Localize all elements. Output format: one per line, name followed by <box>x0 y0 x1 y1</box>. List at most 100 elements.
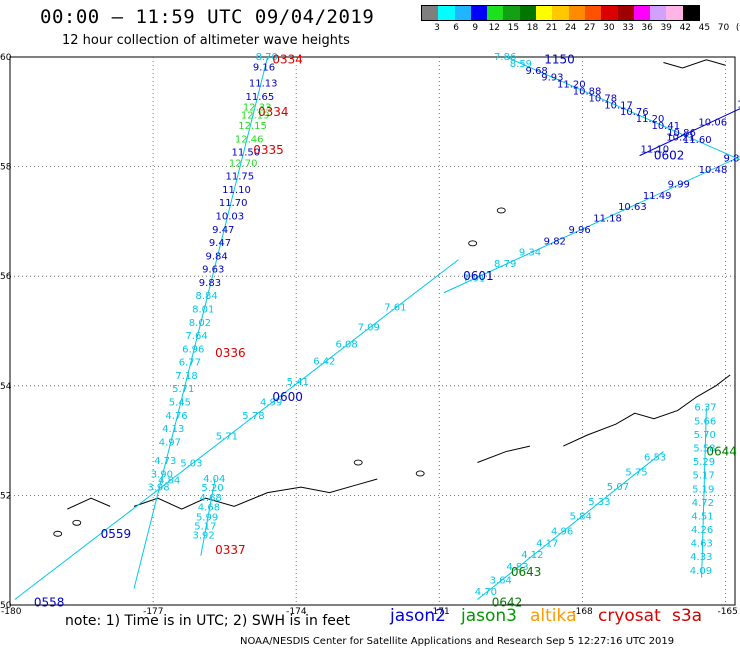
mission-legend-s3a: s3a <box>672 606 703 626</box>
wave-height-label: 10.17 <box>604 100 633 111</box>
wave-height-label: 11.75 <box>226 172 255 183</box>
color-scale-bar <box>421 5 701 21</box>
mission-legend-jason2: jason2 <box>390 606 446 626</box>
page-title: 00:00 – 11:59 UTC 09/04/2019 <box>40 6 375 28</box>
scale-swatch <box>454 6 471 20</box>
lon-tick-label: -168 <box>572 607 593 617</box>
scale-label: 36 <box>641 23 653 33</box>
scale-label: 18 <box>526 23 539 33</box>
wave-height-label: 4.51 <box>691 511 713 522</box>
wave-height-label: 5.41 <box>287 377 309 388</box>
wave-height-label: 12.33 <box>243 102 272 113</box>
scale-swatch <box>487 6 504 20</box>
time-stamp-label: 0602 <box>654 149 685 163</box>
time-stamp-label: 1150 <box>544 53 575 67</box>
map-frame <box>9 56 736 606</box>
wave-height-label: 9.47 <box>209 238 231 249</box>
wave-height-label: 5.66 <box>694 416 716 427</box>
wave-height-label: 4.68 <box>200 493 222 504</box>
ground-track <box>443 156 740 294</box>
wave-height-label: 4.72 <box>692 498 714 509</box>
wave-height-label: 9.63 <box>202 265 224 276</box>
scale-label: 33 <box>622 23 634 33</box>
wave-height-label: 4.97 <box>159 437 181 448</box>
lon-tick-label: -177 <box>143 607 163 617</box>
time-stamp-label: 0334 <box>272 53 303 67</box>
wave-height-label: 9.47 <box>212 225 234 236</box>
ground-track <box>200 478 216 556</box>
wave-height-label: 5.70 <box>694 430 716 441</box>
lat-tick-label: 58 <box>0 163 12 173</box>
wave-height-label: 12.19 <box>241 110 270 121</box>
scale-swatch <box>650 6 667 20</box>
ground-track <box>14 259 459 600</box>
mission-legend-jason3: jason3 <box>461 606 517 626</box>
wave-height-label: 9.68 <box>526 66 548 77</box>
scale-swatch <box>601 6 618 20</box>
wave-height-label: 5.20 <box>201 483 223 494</box>
wave-height-label: 7.91 <box>463 273 485 284</box>
wave-height-label: 5.75 <box>625 467 647 478</box>
wave-height-label: 4.26 <box>691 525 713 536</box>
coastline <box>133 478 378 510</box>
coastline <box>563 374 731 447</box>
wave-height-label: 7.61 <box>384 302 406 313</box>
wave-height-label: 11.10 <box>640 145 669 156</box>
wave-height-label: 5.45 <box>169 398 191 409</box>
wave-height-label: 10.03 <box>216 211 245 222</box>
scale-label: 39 <box>660 23 672 33</box>
ground-track <box>133 56 269 589</box>
wave-height-label: 5.29 <box>693 457 715 468</box>
wave-height-label: 11.18 <box>593 214 622 225</box>
time-stamp-label: 0335 <box>253 143 284 157</box>
ground-track <box>701 407 707 578</box>
lon-tick-label: -165 <box>717 607 737 617</box>
wave-height-label: 12.46 <box>235 134 264 145</box>
wave-height-label: 5.99 <box>196 512 218 523</box>
wave-height-label: 3.90 <box>151 469 173 480</box>
wave-height-label: 11.70 <box>219 198 248 209</box>
island <box>53 530 63 537</box>
island <box>415 470 425 477</box>
wave-height-label: 8.01 <box>192 304 214 315</box>
wave-height-label: 11.49 <box>643 191 672 202</box>
wave-height-label: 5.78 <box>242 411 264 422</box>
scale-swatch <box>470 6 488 20</box>
island <box>72 519 82 526</box>
wave-height-label: 11.13 <box>249 79 278 90</box>
wave-height-label: 11.3 <box>737 99 740 110</box>
wave-height-label: 4.13 <box>162 424 184 435</box>
time-stamp-label: 0334 <box>258 105 289 119</box>
wave-height-label: 4.73 <box>154 456 176 467</box>
wave-height-label: 8.59 <box>510 59 532 70</box>
coastline <box>663 59 726 69</box>
wave-height-label: 3.98 <box>147 483 169 494</box>
lat-tick-label: 56 <box>0 272 12 282</box>
lat-tick-label: 54 <box>0 382 12 392</box>
wave-height-label: 6.53 <box>644 452 666 463</box>
wave-height-label: 5.03 <box>180 459 202 470</box>
ground-track <box>505 56 740 161</box>
wave-height-label: 9.82 <box>544 236 566 247</box>
scale-swatch <box>633 6 651 20</box>
time-stamp-label: 0337 <box>215 543 246 557</box>
time-stamp-label: 0601 <box>463 269 494 283</box>
scale-swatch <box>438 6 455 20</box>
mission-legend-cryosat: cryosat <box>598 606 661 626</box>
time-stamp-label: 0559 <box>101 527 132 541</box>
wave-height-label: 8.02 <box>189 318 211 329</box>
wave-height-label: 5.17 <box>692 471 714 482</box>
wave-height-label: 4.83 <box>506 562 528 573</box>
scale-label: 15 <box>507 23 520 33</box>
time-stamp-label: 0642 <box>492 595 523 609</box>
scale-swatch <box>682 6 700 20</box>
wave-height-label: 11.20 <box>557 80 586 91</box>
scale-label: 3 <box>434 23 440 33</box>
wave-height-label: 3.92 <box>193 531 215 542</box>
wave-height-label: 4.63 <box>691 539 713 550</box>
wave-height-label: 5.17 <box>194 522 216 533</box>
scale-swatch <box>422 6 439 20</box>
scale-swatch <box>503 6 520 20</box>
